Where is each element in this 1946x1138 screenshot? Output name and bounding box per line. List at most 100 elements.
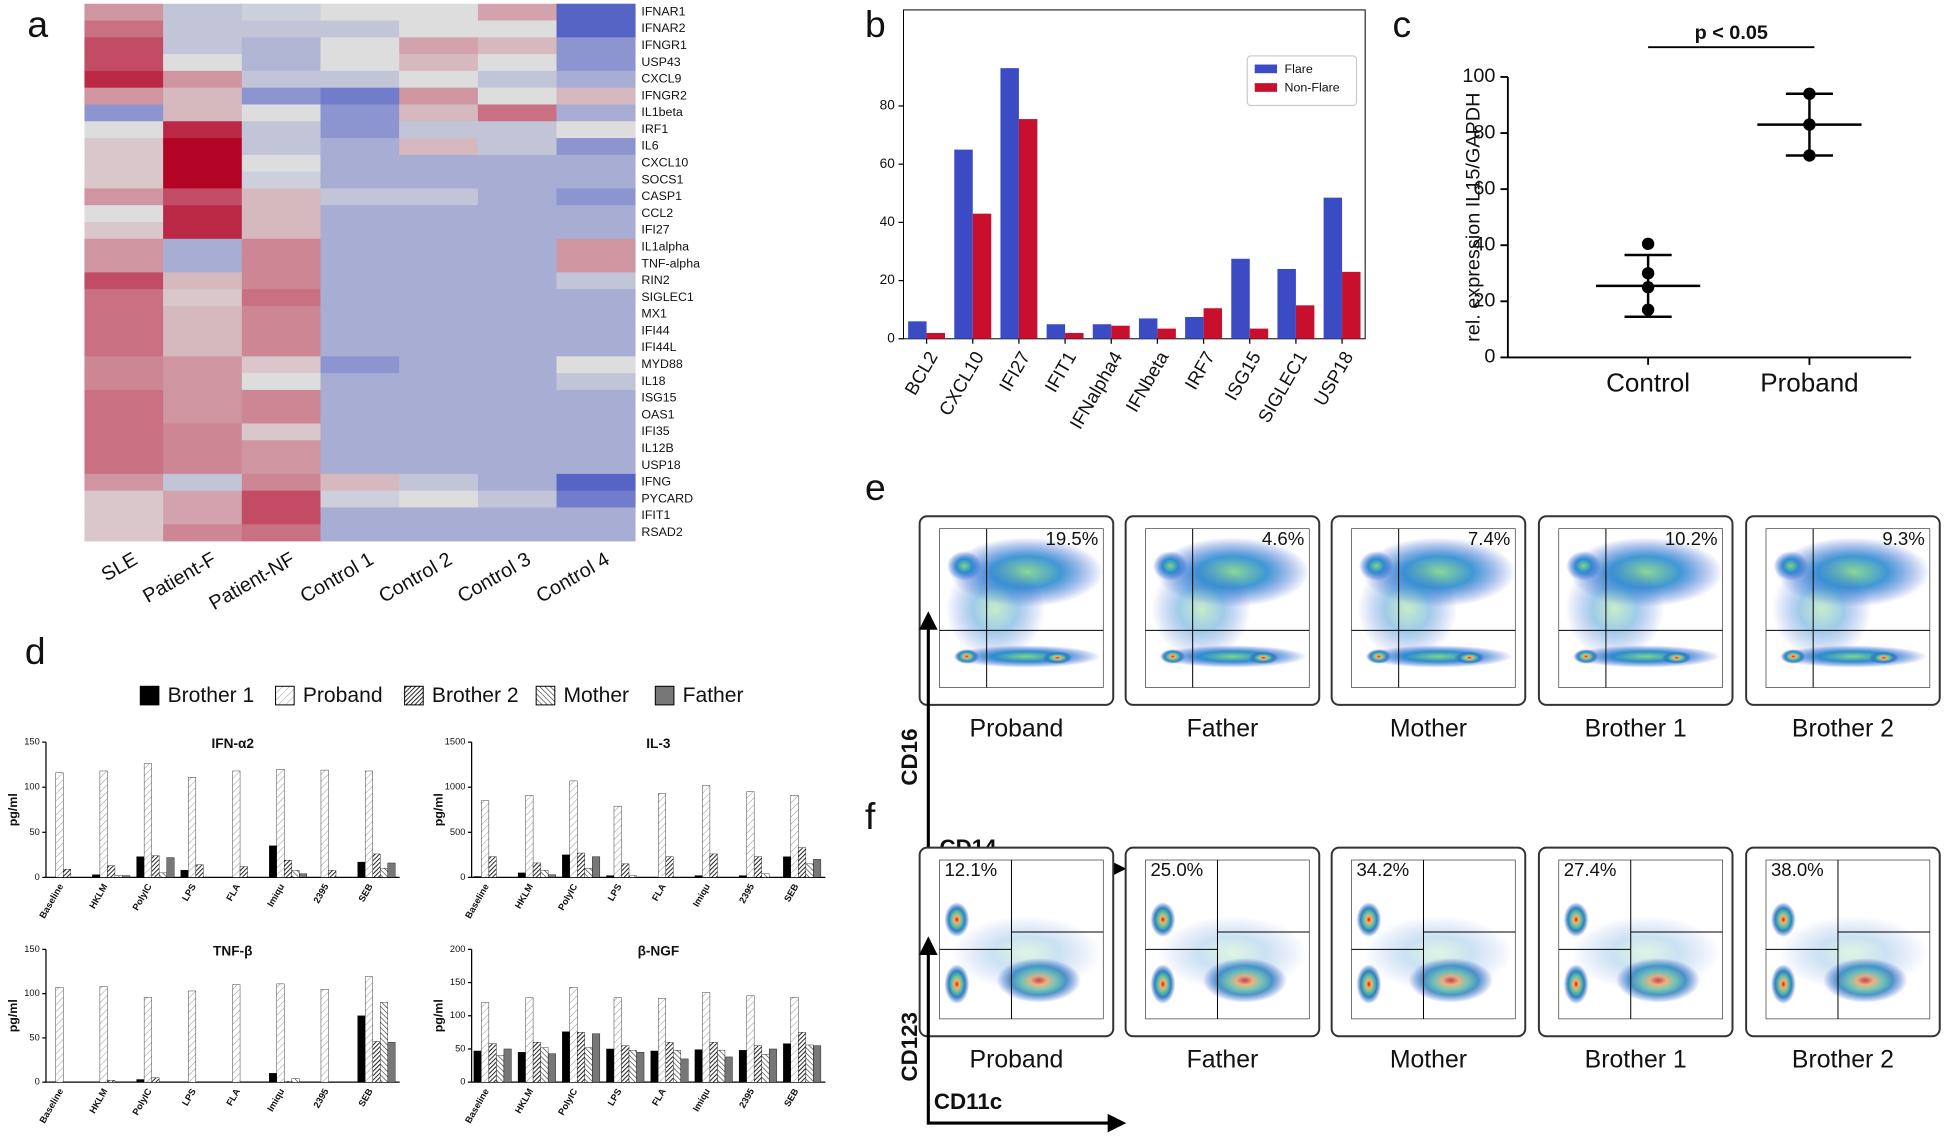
plot-frame	[903, 9, 1366, 340]
heat-cell	[399, 473, 479, 492]
heat-cell	[477, 473, 557, 492]
gate-percent: 9.3%	[1882, 528, 1924, 549]
sample-label: Proband	[970, 715, 1064, 742]
x-tick-label: SEB	[782, 1087, 800, 1109]
heat-cell	[477, 104, 557, 122]
sample-label: Brother 1	[1585, 715, 1687, 742]
heat-cell	[556, 171, 636, 189]
y-tick-label: 100	[24, 782, 40, 792]
x-tick-label: 2395	[312, 1087, 331, 1110]
density	[1661, 651, 1692, 664]
heat-cell	[556, 37, 636, 55]
heat-cell	[84, 322, 164, 340]
heat-cell	[477, 507, 557, 525]
bar	[532, 1042, 541, 1083]
bar	[1295, 305, 1315, 339]
y-tick-label: 150	[24, 737, 40, 747]
heat-cell	[477, 322, 557, 340]
bar	[665, 1042, 674, 1083]
bar	[284, 1081, 292, 1083]
row-label: CXCL9	[641, 72, 681, 86]
heat-cell	[163, 87, 243, 105]
heat-cell	[84, 70, 164, 89]
heat-cell	[84, 524, 164, 542]
bar	[709, 853, 718, 878]
heat-cell	[399, 490, 479, 508]
legend-swatch	[275, 685, 295, 706]
heat-cell	[399, 3, 479, 21]
heat-cell	[320, 104, 400, 122]
column-label: Patient-NF	[206, 548, 299, 614]
x-tick-label: Control	[1606, 368, 1690, 398]
density	[1157, 915, 1307, 991]
density	[1563, 902, 1589, 937]
y-tick-label: 60	[880, 156, 896, 171]
density	[1248, 651, 1279, 664]
heat-cell	[399, 222, 479, 240]
y-tick-label: 0	[460, 872, 465, 882]
bar	[798, 1032, 807, 1083]
heat-cell	[477, 373, 557, 391]
bar	[488, 1043, 497, 1083]
bar	[584, 1047, 593, 1083]
bar	[926, 332, 946, 339]
heat-cell	[556, 70, 636, 89]
x-tick-label: HKLM	[87, 1087, 109, 1115]
flow-plot	[1745, 846, 1941, 1038]
heat-cell	[477, 490, 557, 508]
bar	[628, 875, 637, 878]
legend-label: Brother 1	[168, 684, 255, 707]
flow-plot	[1124, 515, 1321, 706]
bar	[753, 856, 762, 878]
heat-cell	[399, 238, 479, 256]
heat-cell	[241, 238, 321, 256]
bar	[357, 861, 366, 878]
heat-cell	[556, 339, 636, 357]
density	[945, 559, 1045, 659]
y-tick-label: 1500	[445, 737, 466, 747]
heat-cell	[163, 406, 243, 424]
bar	[291, 869, 300, 878]
heat-cell	[477, 238, 557, 256]
legend-swatch	[535, 685, 556, 706]
heat-cell	[399, 188, 479, 206]
heat-cell	[556, 154, 636, 173]
heat-cell	[241, 389, 321, 408]
bar	[577, 852, 586, 878]
bar	[650, 1050, 659, 1083]
bar	[232, 770, 241, 878]
heat-cell	[84, 222, 164, 240]
x-tick-label: Baseline	[463, 1087, 491, 1125]
bar	[188, 777, 197, 878]
panel-letter: f	[865, 795, 876, 837]
density	[1571, 915, 1721, 991]
bar	[577, 1032, 586, 1083]
heat-cell	[163, 171, 243, 189]
heat-cell	[399, 20, 479, 38]
bar	[790, 795, 799, 878]
heat-cell	[241, 154, 321, 173]
x-tick-label: LPS	[606, 1087, 624, 1108]
heat-cell	[241, 3, 321, 21]
y-axis-label: pg/ml	[432, 999, 446, 1032]
legend-swatch	[1254, 64, 1278, 74]
bar	[320, 769, 329, 878]
bar	[372, 853, 381, 878]
heat-cell	[556, 289, 636, 307]
bar	[481, 800, 490, 878]
bar	[569, 780, 578, 878]
heat-cell	[241, 222, 321, 240]
column-label: Control 2	[375, 548, 456, 607]
heat-cell	[556, 205, 636, 223]
heat-cell	[320, 222, 400, 240]
density	[1150, 902, 1176, 937]
heat-cell	[320, 255, 400, 273]
heat-cell	[320, 171, 400, 189]
row-label: IFI35	[641, 424, 669, 438]
heat-cell	[320, 440, 400, 458]
y-tick-label: 20	[1473, 290, 1495, 312]
data-point	[1803, 118, 1816, 131]
flow-plot	[1124, 846, 1321, 1038]
bar	[1138, 318, 1158, 339]
density	[944, 902, 970, 937]
